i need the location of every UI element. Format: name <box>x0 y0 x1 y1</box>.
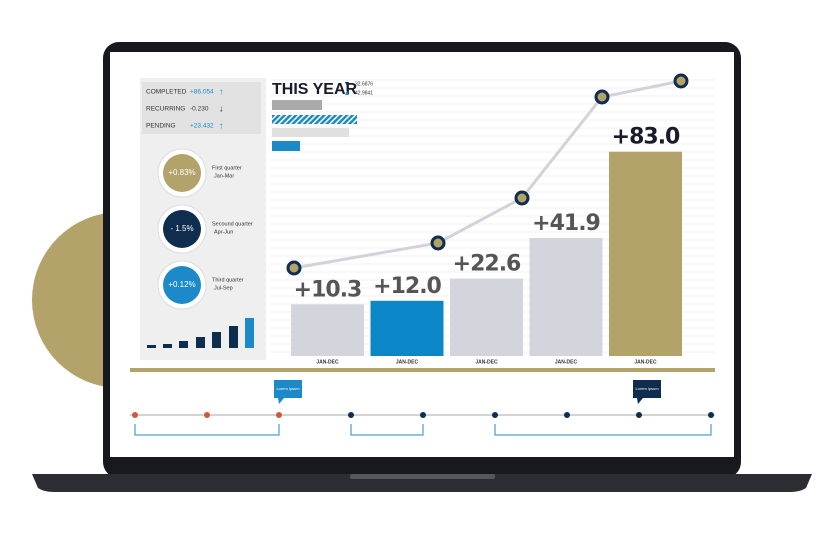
quarter-months: Apr-Jun <box>214 229 233 235</box>
quarter-badge <box>163 154 201 192</box>
legend-icon <box>345 82 349 86</box>
bar-label: +10.3 <box>294 277 362 302</box>
quarter-value: - 1.5% <box>170 224 193 233</box>
stat-label: COMPLETED <box>146 89 187 96</box>
header-bar <box>272 128 349 137</box>
stat-value: +23.432 <box>190 123 214 130</box>
legend-value: 32.6876 <box>355 81 373 87</box>
stat-label: PENDING <box>146 123 176 130</box>
timeline <box>130 380 715 436</box>
category-label: JAN-DEC <box>634 359 657 365</box>
bar <box>609 151 682 356</box>
bar <box>450 278 523 356</box>
quarter-value: +0.12% <box>168 280 195 289</box>
bar-label: +12.0 <box>373 274 441 299</box>
category-label: JAN-DEC <box>396 359 419 365</box>
stat-label: RECURRING <box>146 106 185 113</box>
baseline <box>130 368 715 372</box>
bar <box>370 300 444 356</box>
stat-value: -0.230 <box>190 106 209 113</box>
quarter-badge <box>163 266 201 304</box>
laptop-base <box>32 474 812 492</box>
quarter-badge <box>163 210 201 248</box>
category-label: JAN-DEC <box>475 359 498 365</box>
stat-arrow: ↑ <box>219 120 224 130</box>
quarter-name: Secound quarter <box>212 221 253 227</box>
legend-icon <box>345 91 349 95</box>
laptop-notch <box>350 474 495 479</box>
legend-value: 42.9841 <box>355 90 373 96</box>
bar <box>291 304 364 356</box>
mini-bars <box>147 318 254 348</box>
tooltip: Lorem ipsum <box>276 386 300 391</box>
trend-points <box>286 73 689 276</box>
quarter-months: Jan-Mar <box>214 173 234 179</box>
stat-arrow: ↑ <box>219 86 224 96</box>
category-label: JAN-DEC <box>316 359 339 365</box>
header-bar <box>272 115 357 124</box>
stat-value: +86.054 <box>190 89 214 96</box>
title: THIS YEAR <box>272 81 358 98</box>
bar <box>529 238 603 356</box>
bar-label: +41.9 <box>532 211 600 236</box>
tooltip: Lorem ipsum <box>635 386 659 391</box>
quarter-name: First quarter <box>212 165 242 171</box>
quarter-value: +0.83% <box>168 168 195 177</box>
stat-arrow: ↓ <box>219 103 224 113</box>
bar-label: +22.6 <box>453 252 521 277</box>
bar-label: +83.0 <box>612 125 680 150</box>
header-bar <box>272 100 322 110</box>
quarter-months: Jul-Sep <box>214 285 233 291</box>
category-label: JAN-DEC <box>555 359 578 365</box>
stats-box <box>142 82 261 134</box>
header-bar <box>272 141 300 151</box>
quarter-name: Third quarter <box>212 277 244 283</box>
